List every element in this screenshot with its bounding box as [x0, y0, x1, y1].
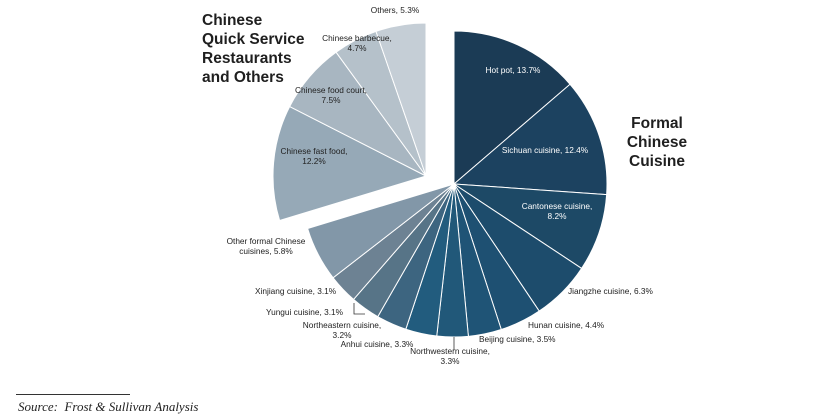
- pie-slice: [306, 183, 455, 279]
- pie-slice: [375, 22, 427, 177]
- slice-label: Xinjiang cuisine, 3.1%: [255, 286, 337, 296]
- formal-title-line: Formal: [631, 115, 683, 132]
- slice-label: Jiangzhe cuisine, 6.3%: [568, 286, 653, 296]
- slice-label: Hunan cuisine, 4.4%: [528, 320, 605, 330]
- slice-label: Northwestern cuisine, 3.3%: [410, 346, 490, 366]
- slice-label: Chinese fast food, 12.2%: [281, 146, 348, 166]
- slice-label: Chinese barbecue, 4.7%: [322, 33, 392, 53]
- slice-label: Chinese food court, 7.5%: [295, 85, 367, 105]
- qsr-title-line: Restaurants: [202, 50, 292, 67]
- formal-group-title: Formal Chinese Cuisine: [612, 114, 702, 171]
- slice-label: Others, 5.3%: [371, 5, 420, 15]
- qsr-title-line: and Others: [202, 69, 284, 86]
- source-text: Frost & Sullivan Analysis: [64, 399, 199, 414]
- slice-label: Sichuan cuisine, 12.4%: [502, 145, 589, 155]
- slice-label: Other formal Chinese cuisines, 5.8%: [227, 236, 306, 256]
- pie-slice: [453, 30, 571, 186]
- slice-label: Hot pot, 13.7%: [486, 65, 542, 75]
- source-label: Source:: [18, 399, 58, 414]
- source-note: Source: Frost & Sullivan Analysis: [18, 399, 198, 415]
- qsr-title-line: Chinese: [202, 12, 263, 29]
- slice-label: Anhui cuisine, 3.3%: [341, 339, 414, 349]
- slice-label: Beijing cuisine, 3.5%: [479, 334, 556, 344]
- formal-title-line: Chinese: [626, 134, 688, 151]
- qsr-group-title: Chinese Quick Service Restaurants and Ot…: [202, 11, 305, 87]
- source-divider: [16, 394, 130, 395]
- pie-slice: [272, 105, 428, 222]
- slice-label: Yungui cuisine, 3.1%: [266, 307, 344, 317]
- slice-label: Northeastern cuisine, 3.2%: [303, 320, 381, 340]
- qsr-title-line: Quick Service: [202, 31, 305, 48]
- slice-label: Cantonese cuisine, 8.2%: [522, 201, 593, 221]
- formal-title-line: Cuisine: [629, 153, 685, 170]
- pie-slice: [452, 83, 608, 196]
- leader-line: [353, 303, 365, 315]
